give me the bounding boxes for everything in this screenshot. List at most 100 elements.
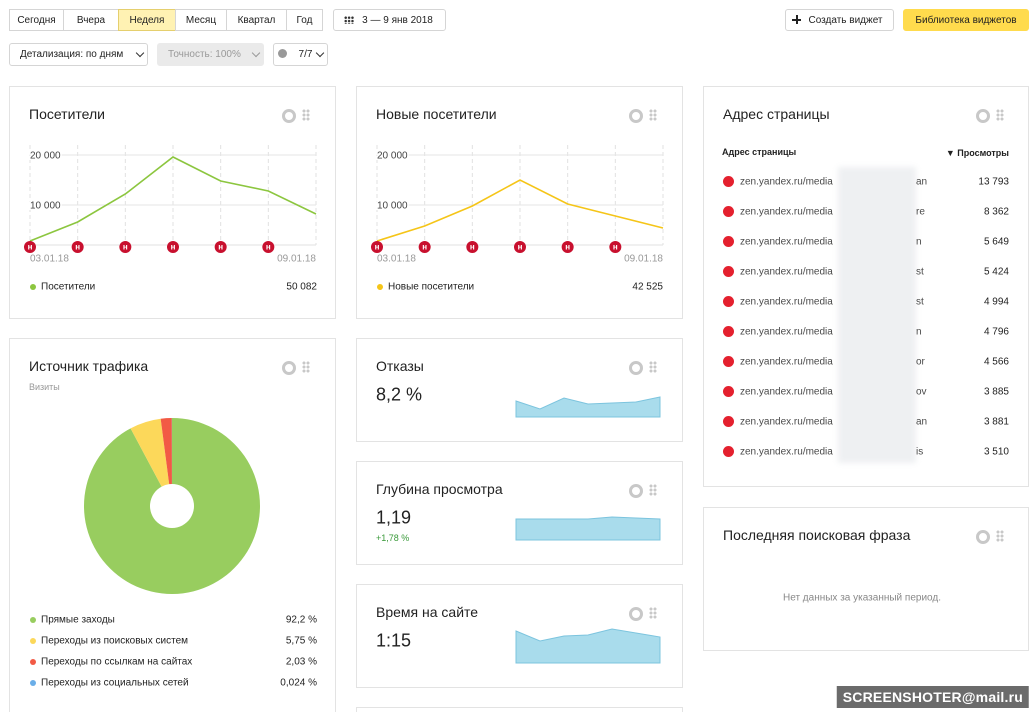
legend-value: 92,2 % bbox=[285, 614, 317, 626]
line bbox=[376, 179, 664, 242]
widget-controls[interactable] bbox=[976, 108, 1006, 123]
metric-change: +1,78 % bbox=[376, 533, 410, 543]
page-url-tail: st bbox=[916, 296, 924, 308]
annotation-icon: н bbox=[75, 243, 80, 252]
annotation-icon: н bbox=[470, 243, 475, 252]
detail-dropdown[interactable]: Детализация: по дням bbox=[9, 43, 148, 66]
date-range-button[interactable]: 3 — 9 янв 2018 bbox=[333, 9, 446, 31]
grip-icon[interactable] bbox=[996, 109, 1004, 121]
gear-icon[interactable] bbox=[282, 109, 296, 123]
page-views: 4 994 bbox=[983, 296, 1009, 308]
page-url-tail: n bbox=[916, 326, 922, 338]
widget-controls[interactable] bbox=[976, 529, 1006, 544]
page-url[interactable]: zen.yandex.ru/media bbox=[740, 356, 833, 368]
widget-library-button[interactable]: Библиотека виджетов bbox=[903, 9, 1029, 31]
widget-controls[interactable] bbox=[629, 108, 659, 123]
annotation-icon: н bbox=[28, 243, 33, 252]
y-tick-label: 20 000 bbox=[377, 151, 408, 162]
page-url-tail: an bbox=[916, 416, 928, 428]
y-tick-label: 20 000 bbox=[30, 151, 61, 162]
page-url[interactable]: zen.yandex.ru/media bbox=[740, 326, 833, 338]
annotation-marker bbox=[371, 241, 383, 253]
pie-slice bbox=[160, 418, 172, 485]
page-views: 4 796 bbox=[983, 326, 1009, 338]
accuracy-dropdown[interactable]: Точность: 100% bbox=[157, 43, 264, 66]
page-url[interactable]: zen.yandex.ru/media bbox=[740, 236, 833, 248]
widget-bounce bbox=[356, 338, 683, 442]
segments-dropdown[interactable]: 7/7 bbox=[273, 43, 328, 66]
x-tick-label: 03.01.18 bbox=[377, 254, 416, 265]
widget-title: Последняя поисковая фраза bbox=[723, 527, 911, 543]
grip-icon[interactable] bbox=[302, 109, 310, 121]
annotation-icon: н bbox=[123, 243, 128, 252]
plus-icon bbox=[792, 15, 801, 24]
grip-icon[interactable] bbox=[649, 484, 657, 496]
page-url[interactable]: zen.yandex.ru/media bbox=[740, 446, 833, 458]
zen-icon bbox=[723, 266, 734, 277]
grip-icon[interactable] bbox=[302, 361, 310, 373]
legend-total: 50 082 bbox=[286, 281, 317, 293]
page-url-tail: ov bbox=[916, 386, 927, 398]
legend-value: 2,03 % bbox=[285, 656, 317, 668]
widget-controls[interactable] bbox=[629, 483, 659, 498]
widget-depth bbox=[356, 461, 683, 565]
period-button[interactable]: Сегодня bbox=[9, 9, 64, 31]
grip-icon[interactable] bbox=[996, 530, 1004, 542]
sparkline-area bbox=[515, 628, 661, 664]
comment-icon bbox=[278, 49, 287, 58]
page-url[interactable]: zen.yandex.ru/media bbox=[740, 296, 833, 308]
legend-label: Новые посетители bbox=[388, 281, 475, 293]
calendar-icon bbox=[344, 16, 354, 24]
legend-label: Переходы по ссылкам на сайтах bbox=[41, 656, 193, 668]
grip-icon[interactable] bbox=[649, 109, 657, 121]
pie-slice bbox=[130, 418, 170, 487]
widget-controls[interactable] bbox=[282, 360, 312, 375]
period-button[interactable]: Неделя bbox=[118, 9, 176, 31]
widget-controls[interactable] bbox=[629, 360, 659, 375]
annotation-marker bbox=[514, 241, 526, 253]
period-button[interactable]: Вчера bbox=[63, 9, 119, 31]
legend-value: 0,024 % bbox=[280, 677, 317, 689]
annotation-icon: н bbox=[565, 243, 570, 252]
gear-icon[interactable] bbox=[629, 607, 643, 621]
page-views: 3 881 bbox=[983, 416, 1009, 428]
grip-icon[interactable] bbox=[649, 607, 657, 619]
zen-icon bbox=[723, 446, 734, 457]
gear-icon[interactable] bbox=[976, 109, 990, 123]
page-views: 5 424 bbox=[983, 266, 1009, 278]
page-url[interactable]: zen.yandex.ru/media bbox=[740, 206, 833, 218]
widget-title: Отказы bbox=[376, 358, 424, 374]
legend-label: Прямые заходы bbox=[41, 614, 115, 626]
annotation-icon: н bbox=[518, 243, 523, 252]
gear-icon[interactable] bbox=[976, 530, 990, 544]
zen-icon bbox=[723, 206, 734, 217]
line bbox=[29, 156, 317, 242]
period-button[interactable]: Квартал bbox=[226, 9, 287, 31]
gear-icon[interactable] bbox=[629, 109, 643, 123]
x-tick-label: 09.01.18 bbox=[277, 254, 316, 265]
legend-label: Переходы из социальных сетей bbox=[41, 677, 189, 689]
x-tick-label: 03.01.18 bbox=[30, 254, 69, 265]
annotation-marker bbox=[119, 241, 132, 253]
page-url[interactable]: zen.yandex.ru/media bbox=[740, 266, 833, 278]
period-button[interactable]: Год bbox=[286, 9, 323, 31]
period-button[interactable]: Месяц bbox=[175, 9, 227, 31]
gear-icon[interactable] bbox=[629, 484, 643, 498]
y-tick-label: 10 000 bbox=[30, 201, 61, 212]
annotation-icon: н bbox=[218, 243, 223, 252]
zen-icon bbox=[723, 176, 734, 187]
widget-controls[interactable] bbox=[629, 606, 659, 621]
page-url[interactable]: zen.yandex.ru/media bbox=[740, 176, 833, 188]
gear-icon[interactable] bbox=[629, 361, 643, 375]
create-widget-button[interactable]: Создать виджет bbox=[785, 9, 894, 31]
column-header: Адрес страницы bbox=[722, 147, 797, 157]
gear-icon[interactable] bbox=[282, 361, 296, 375]
grip-icon[interactable] bbox=[649, 361, 657, 373]
widget-controls[interactable] bbox=[282, 108, 312, 123]
legend-dot bbox=[30, 284, 36, 290]
annotation-marker bbox=[24, 241, 36, 253]
page-url[interactable]: zen.yandex.ru/media bbox=[740, 416, 833, 428]
annotation-marker bbox=[418, 241, 431, 253]
page-url[interactable]: zen.yandex.ru/media bbox=[740, 386, 833, 398]
